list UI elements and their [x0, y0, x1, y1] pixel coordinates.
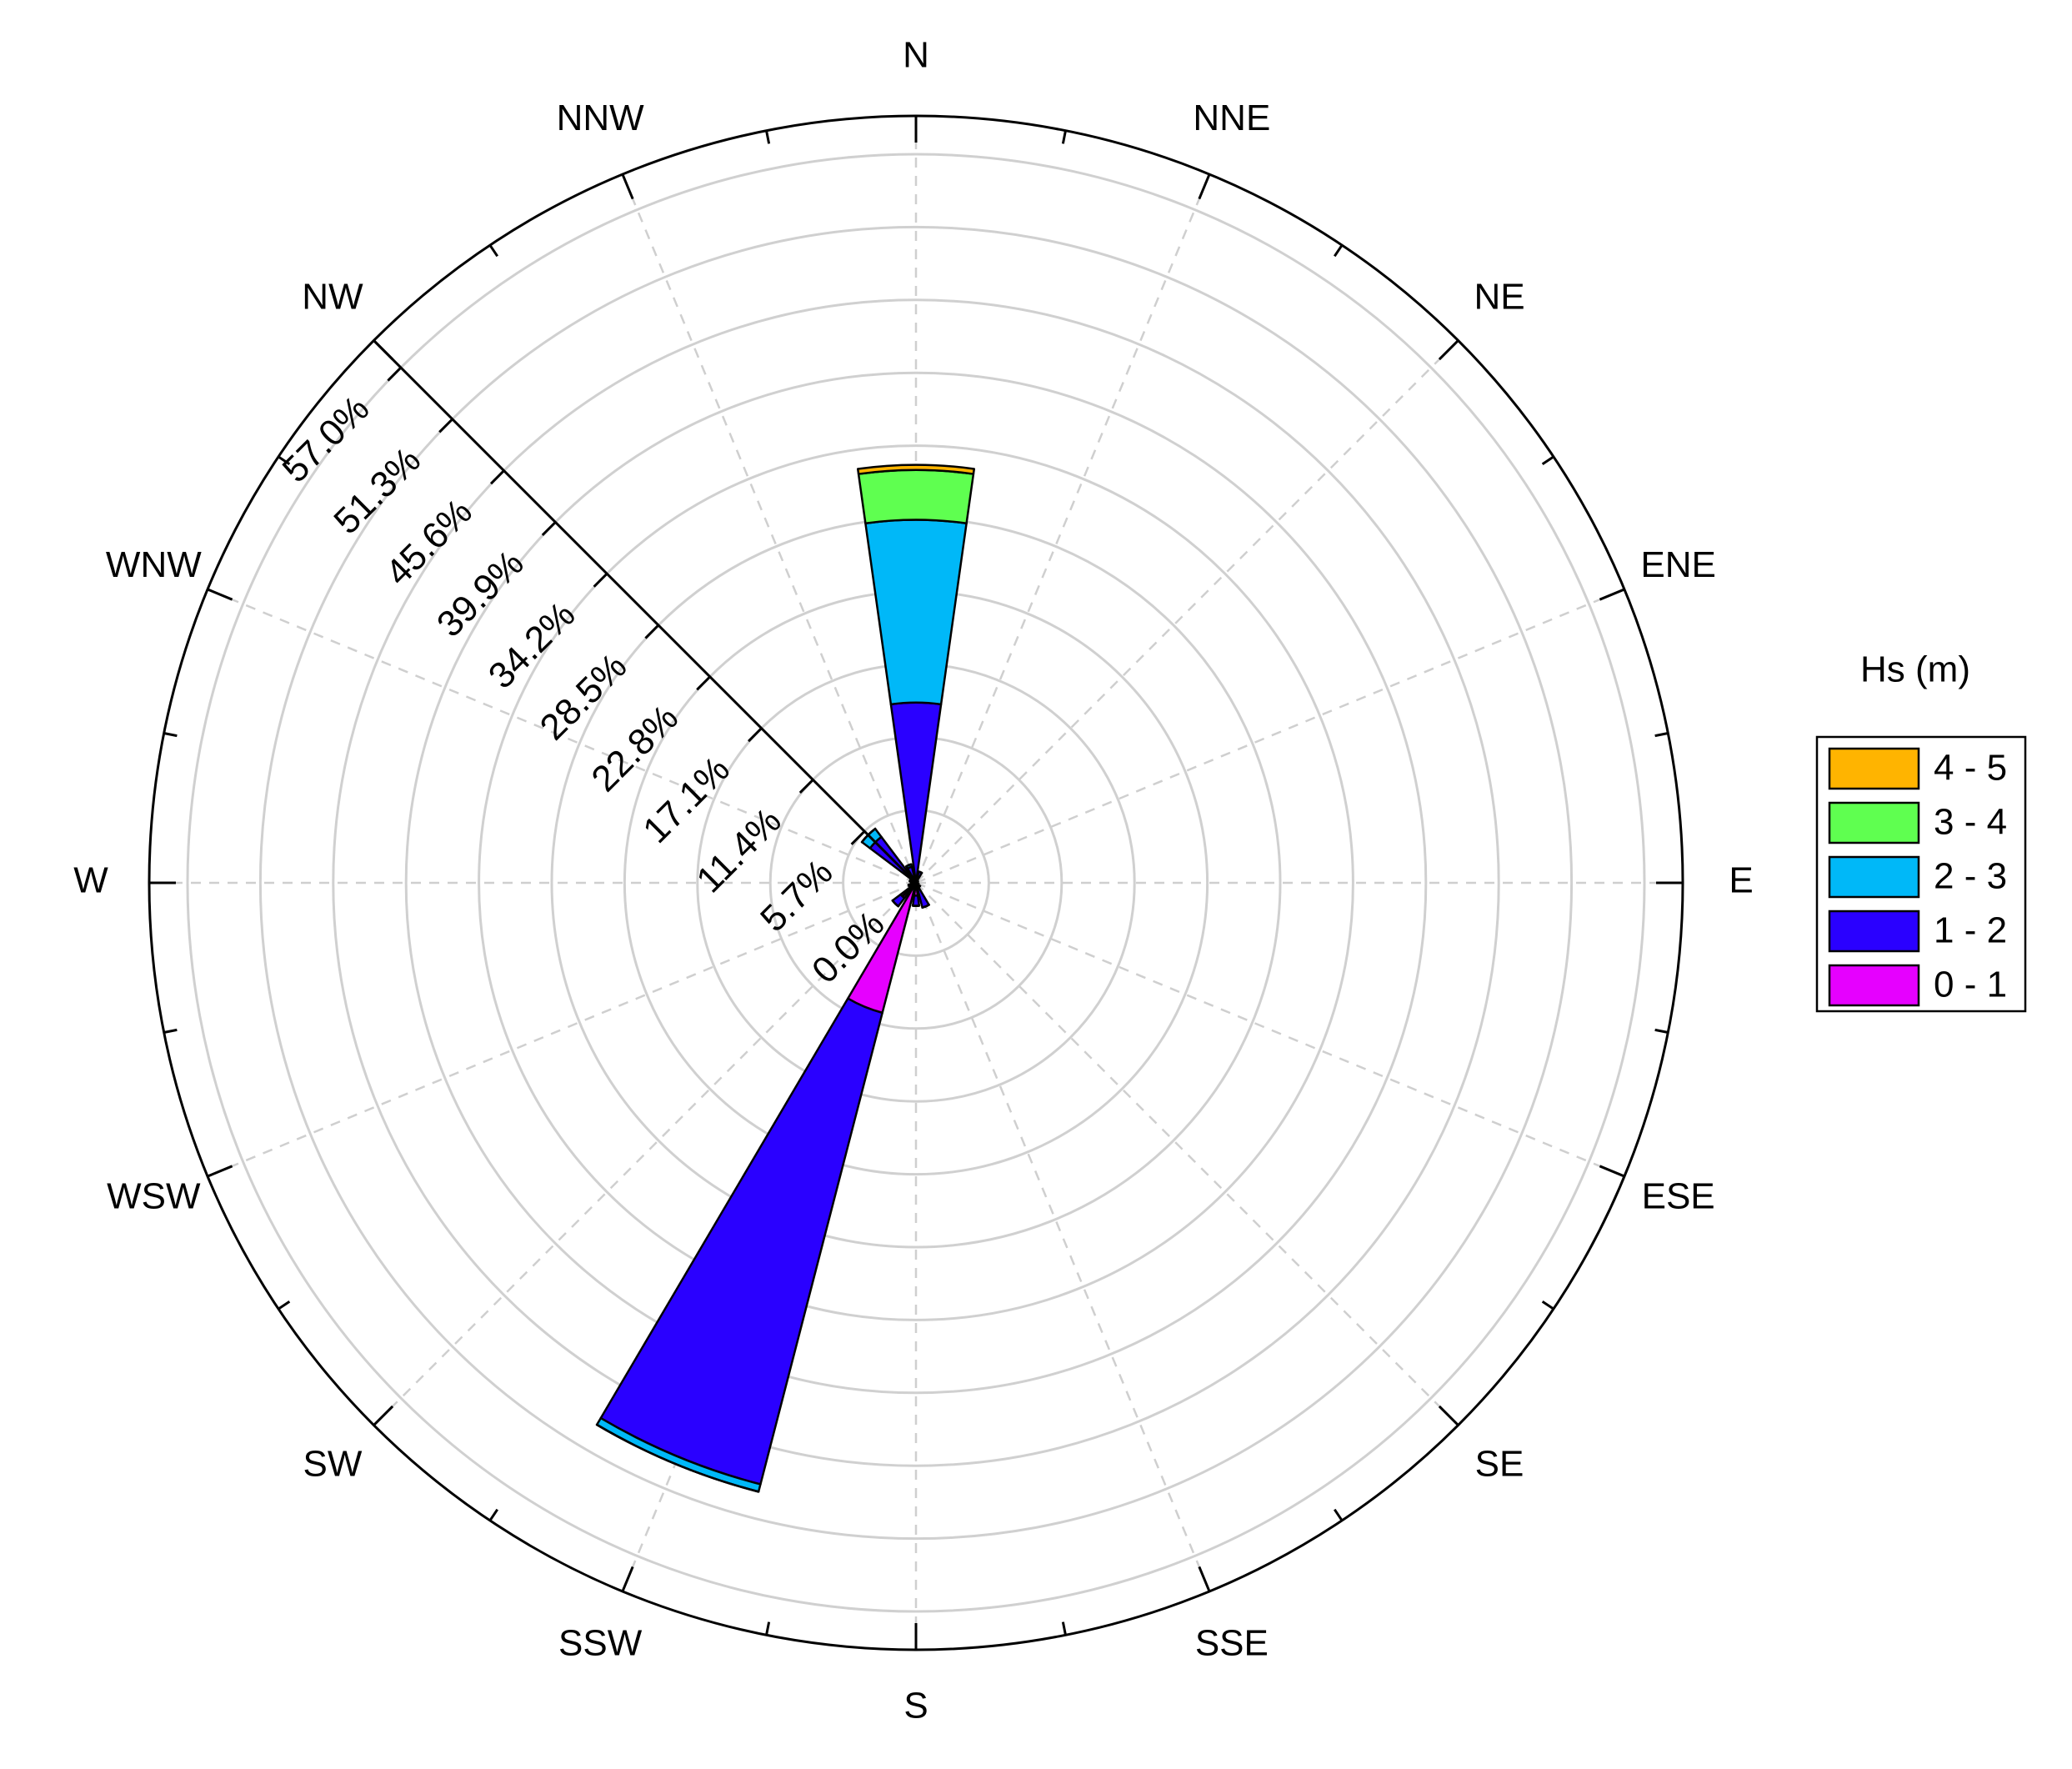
wedge-segment — [889, 701, 943, 882]
radial-tick — [438, 418, 453, 433]
wedge-segment — [891, 899, 900, 908]
wedge-segment — [864, 519, 968, 706]
spoke — [915, 588, 1625, 884]
angle-tick — [1654, 1028, 1669, 1034]
angle-tick — [1061, 1621, 1067, 1636]
angle-tick — [278, 1300, 291, 1310]
angle-tick — [207, 588, 233, 601]
angle-tick — [163, 732, 178, 738]
wedge-segment — [918, 870, 923, 874]
legend-swatch — [1828, 910, 1920, 953]
radial-tick — [644, 624, 660, 639]
direction-label: ESE — [1642, 1175, 1715, 1216]
direction-label: SSE — [1195, 1622, 1269, 1663]
legend-swatch — [1828, 964, 1920, 1007]
direction-label: SSW — [558, 1622, 643, 1663]
wedge-segment — [911, 894, 921, 907]
legend-title: Hs (m) — [1860, 649, 1970, 690]
radial-tick-label: 51.3% — [326, 439, 428, 542]
spoke — [914, 882, 1211, 1592]
radial-tick — [850, 830, 866, 845]
wedge-segment — [856, 464, 976, 475]
wedge-segment — [907, 884, 911, 888]
angle-tick — [1061, 130, 1067, 144]
legend-label: 4 - 5 — [1934, 748, 2007, 789]
angle-tick — [1541, 455, 1554, 466]
radial-tick — [902, 881, 918, 897]
radial-tick — [798, 779, 814, 794]
angle-tick — [1599, 1165, 1625, 1178]
direction-label: N — [903, 35, 929, 76]
radial-tick — [489, 469, 505, 485]
radial-tick-label: 5.7% — [753, 852, 841, 940]
angle-tick — [1438, 339, 1459, 361]
direction-label: W — [73, 860, 108, 901]
radial-tick-label: 22.8% — [583, 697, 686, 799]
angle-tick — [621, 173, 634, 200]
spoke — [915, 881, 1625, 1178]
wedge-segment — [921, 904, 930, 909]
wedge-segment — [595, 1423, 760, 1493]
angle-tick — [1333, 244, 1344, 258]
spoke — [915, 339, 1459, 884]
direction-label: NW — [302, 277, 363, 318]
legend-label: 2 - 3 — [1934, 856, 2007, 897]
direction-label: SW — [303, 1444, 363, 1485]
angle-tick — [373, 1405, 394, 1426]
legend-label: 3 - 4 — [1934, 802, 2007, 843]
angle-tick — [163, 1028, 178, 1034]
angle-tick — [1438, 1405, 1459, 1426]
radial-tick — [747, 727, 763, 743]
radial-tick — [387, 366, 403, 382]
wedge-segment — [860, 827, 877, 844]
wedge-segment — [857, 469, 975, 525]
legend-swatch — [1828, 747, 1920, 790]
radial-tick-label: 39.9% — [429, 543, 532, 645]
direction-label: WSW — [107, 1175, 201, 1216]
direction-label: SE — [1475, 1444, 1524, 1485]
radial-tick — [593, 573, 608, 588]
angle-tick — [1333, 1508, 1344, 1521]
angle-tick — [1541, 1300, 1554, 1310]
direction-label: S — [903, 1686, 928, 1726]
grid-ring — [186, 153, 1646, 1613]
wedge-segment — [905, 863, 913, 868]
radial-tick-label: 45.6% — [378, 491, 480, 594]
legend-label: 0 - 1 — [1934, 965, 2007, 1005]
angle-tick — [1654, 732, 1669, 738]
direction-label: NNE — [1193, 98, 1270, 138]
angle-tick — [1198, 173, 1211, 200]
radial-axis — [373, 339, 918, 884]
radial-tick — [696, 675, 711, 691]
legend-label: 1 - 2 — [1934, 910, 2007, 951]
wedge-segment — [599, 997, 883, 1486]
direction-label: E — [1729, 860, 1753, 901]
angle-tick — [765, 1621, 771, 1636]
angle-tick — [488, 1508, 499, 1521]
angle-tick — [488, 244, 499, 258]
grid-ring — [258, 225, 1574, 1541]
grid-ring — [404, 371, 1428, 1395]
angle-tick — [1198, 1566, 1211, 1592]
legend-swatch — [1828, 801, 1920, 844]
radial-tick — [541, 521, 557, 537]
grid-ring — [478, 444, 1354, 1321]
grid-ring — [332, 298, 1500, 1467]
direction-label: ENE — [1640, 544, 1715, 585]
angle-tick — [1599, 588, 1625, 601]
angle-tick — [765, 130, 771, 144]
direction-label: WNW — [106, 544, 202, 585]
angle-tick — [207, 1165, 233, 1178]
angle-tick — [278, 455, 291, 466]
spoke — [915, 882, 1459, 1426]
angle-tick — [621, 1566, 634, 1592]
direction-label: NNW — [557, 98, 645, 138]
radial-tick-label: 34.2% — [481, 594, 583, 697]
direction-label: NE — [1474, 277, 1524, 318]
legend-swatch — [1828, 855, 1920, 899]
